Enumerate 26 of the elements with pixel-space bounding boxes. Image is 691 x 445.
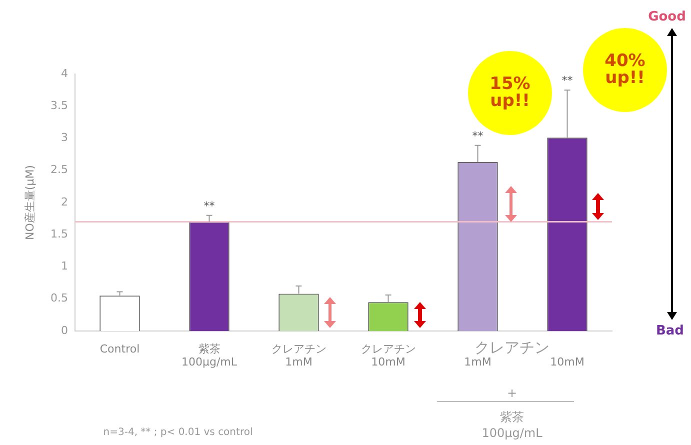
text: Bad: [656, 322, 684, 340]
text: +: [506, 385, 518, 401]
y-tick-label: 0.5: [50, 292, 68, 305]
y-tick-label: 2.5: [50, 163, 68, 176]
annotation: **: [204, 199, 216, 212]
text: 紫茶 100μg/mL: [482, 409, 542, 441]
y-tick-label: 3.5: [50, 98, 68, 112]
x-tick-label: クレアチン 1mM: [271, 342, 326, 369]
x-tick-label: 10mM: [550, 356, 584, 369]
y-tick-label: 0: [61, 324, 68, 337]
y-tick-label: 2: [61, 195, 68, 208]
y-tick-label: 1.5: [50, 227, 68, 240]
text: Good: [648, 8, 686, 26]
text: n=3-4, ** ; p< 0.01 vs control: [103, 426, 253, 440]
y-axis-title: NO産生量(μM): [23, 165, 36, 240]
x-tick-label: 1mM: [464, 356, 492, 369]
annotation: **: [472, 129, 484, 142]
x-tick-label: クレアチン 10mM: [360, 342, 416, 369]
y-tick-label: 1: [61, 260, 68, 273]
x-tick-label: 紫茶 100μg/mL: [181, 342, 238, 369]
annotation: 15% up!!: [490, 74, 530, 111]
y-tick-label: 4: [61, 66, 68, 80]
annotation: **: [562, 74, 574, 88]
x-tick-label: Control: [100, 342, 140, 356]
y-tick-label: 3: [61, 131, 68, 144]
text: クレアチン: [474, 338, 550, 358]
